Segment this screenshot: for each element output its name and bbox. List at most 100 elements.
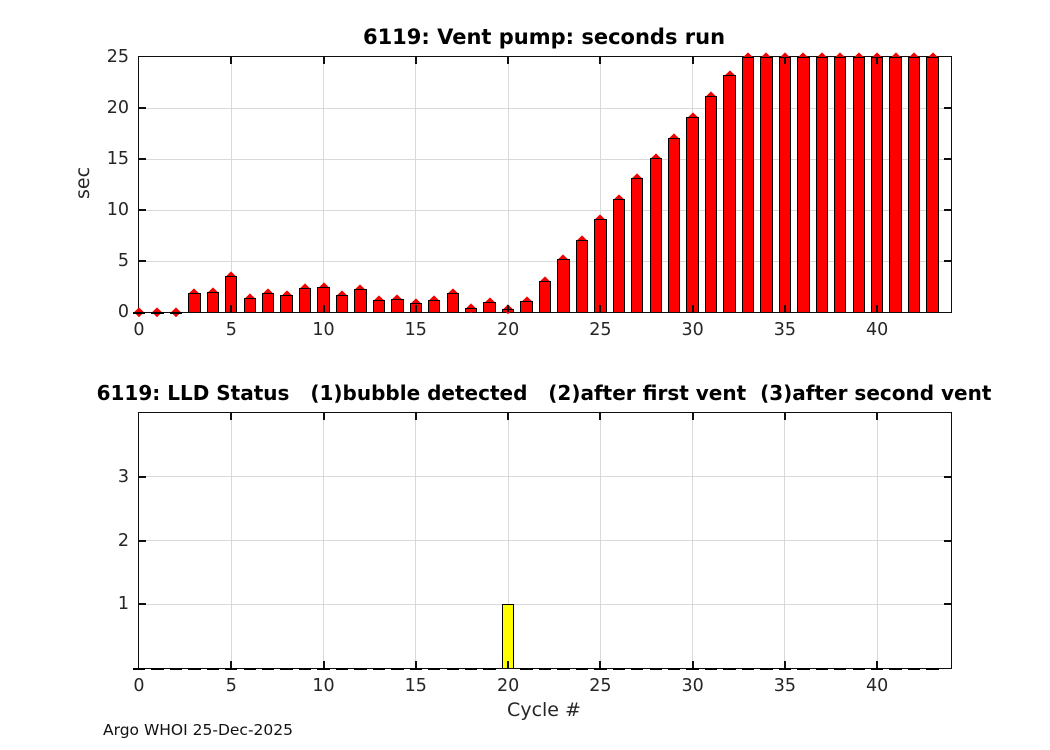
- zero-value-dash: [169, 667, 183, 670]
- x-tick-label: 10: [312, 676, 335, 696]
- y-tick-label: 3: [117, 466, 129, 487]
- x-tick-label: 35: [773, 320, 797, 340]
- grid-line-horizontal: [139, 540, 951, 541]
- x-axis-tick: [322, 661, 325, 668]
- vent-pump-plot-area: 0 5 10 15 20 25 30 35 40 0 5 10 15 20 25: [107, 47, 952, 340]
- x-tick-label: 0: [133, 676, 145, 696]
- x-axis-tick: [507, 661, 510, 668]
- x-axis-tick-top: [599, 57, 602, 64]
- zero-value-dash: [926, 667, 939, 670]
- x-axis-tick: [322, 305, 325, 312]
- y-tick-label: 0: [117, 302, 129, 322]
- x-tick-label: 40: [866, 676, 889, 696]
- x-axis-tick: [230, 661, 233, 668]
- x-axis-tick-top: [230, 57, 233, 64]
- data-bar: [501, 604, 515, 668]
- x-axis-tick: [783, 305, 786, 312]
- y-tick-label: 1: [117, 594, 129, 615]
- data-bar: [723, 75, 736, 312]
- data-bar: [261, 292, 275, 312]
- grid-line-horizontal: [139, 107, 951, 109]
- x-axis-tick-top: [507, 57, 510, 64]
- zero-value-dash: [372, 667, 386, 670]
- x-axis-tick: [230, 305, 233, 312]
- y-axis-tick: [139, 260, 146, 262]
- x-axis-tick: [691, 661, 694, 668]
- x-axis-tick-top: [876, 57, 879, 64]
- x-tick-label: 25: [589, 320, 612, 340]
- zero-value-dash: [446, 667, 459, 670]
- y-axis-tick-right: [944, 209, 951, 211]
- x-tick-label: 0: [133, 320, 145, 340]
- x-tick-label: 15: [404, 320, 427, 340]
- x-axis-tick-top: [783, 57, 786, 64]
- zero-value-dash: [169, 311, 183, 314]
- data-bar: [926, 57, 939, 312]
- data-bar: [815, 57, 828, 312]
- zero-value-dash: [649, 667, 662, 670]
- zero-value-dash: [354, 667, 367, 670]
- top-chart-ylabel: sec: [72, 166, 94, 200]
- zero-value-dash: [612, 667, 625, 670]
- zero-value-dash: [188, 667, 201, 670]
- data-bar: [483, 301, 496, 312]
- zero-value-dash: [889, 667, 902, 670]
- y-tick-label: 20: [106, 98, 129, 118]
- data-bar: [225, 276, 238, 312]
- x-tick-label: 25: [589, 676, 612, 696]
- data-bar: [760, 57, 773, 312]
- footer-annotation: Argo WHOI 25-Dec-2025: [103, 721, 293, 739]
- zero-value-dash: [686, 667, 699, 670]
- zero-value-dash: [261, 667, 275, 670]
- zero-value-dash: [335, 667, 349, 670]
- y-axis-tick: [139, 603, 146, 606]
- data-bar: [354, 288, 367, 312]
- data-bar: [834, 57, 847, 312]
- zero-value-dash: [298, 667, 312, 670]
- x-axis-tick-top: [783, 413, 786, 420]
- grid-line-horizontal: [139, 158, 951, 160]
- x-axis-tick-top: [322, 57, 325, 64]
- x-axis-tick: [414, 661, 417, 668]
- x-axis-tick-top: [876, 413, 879, 420]
- x-axis-tick: [599, 661, 602, 668]
- x-tick-label: 20: [496, 676, 520, 696]
- zero-value-dash: [741, 667, 755, 670]
- y-axis-tick: [139, 475, 146, 478]
- data-bar: [870, 57, 884, 312]
- grid-line-vertical: [599, 57, 601, 312]
- x-axis-tick-top: [691, 57, 694, 64]
- lld-status-plot-area: 0 5 10 15 20 25 30 35 40 1 2 3: [118, 412, 952, 696]
- x-tick-label: 5: [225, 676, 237, 696]
- y-axis-tick: [139, 209, 146, 211]
- y-axis-tick-right: [944, 107, 951, 109]
- zero-value-dash: [428, 667, 441, 670]
- zero-value-dash: [225, 667, 238, 670]
- bottom-chart-title: 6119: LLD Status (1)bubble detected (2)a…: [96, 381, 992, 405]
- y-tick-label: 10: [106, 200, 129, 220]
- y-axis-tick: [139, 107, 146, 109]
- grid-line-horizontal: [139, 209, 951, 211]
- data-bar: [557, 258, 570, 312]
- data-bar: [797, 57, 810, 312]
- data-bar: [280, 294, 293, 312]
- zero-value-dash: [520, 667, 533, 670]
- grid-line-vertical: [323, 57, 325, 312]
- zero-value-dash: [538, 667, 552, 670]
- zero-value-dash: [907, 667, 921, 670]
- data-bar: [391, 298, 404, 312]
- x-axis-tick: [876, 661, 879, 668]
- x-axis-tick-top: [599, 413, 602, 420]
- y-tick-label: 25: [106, 47, 129, 67]
- y-axis-tick: [139, 158, 146, 160]
- data-bar: [704, 95, 718, 312]
- y-tick-label: 2: [117, 530, 129, 551]
- zero-value-dash: [667, 667, 681, 670]
- zero-value-dash: [834, 667, 847, 670]
- zero-value-dash: [151, 667, 164, 670]
- zero-value-dash: [464, 667, 478, 670]
- data-bar: [575, 239, 589, 312]
- data-bar: [206, 291, 219, 312]
- x-tick-label: 40: [866, 320, 889, 340]
